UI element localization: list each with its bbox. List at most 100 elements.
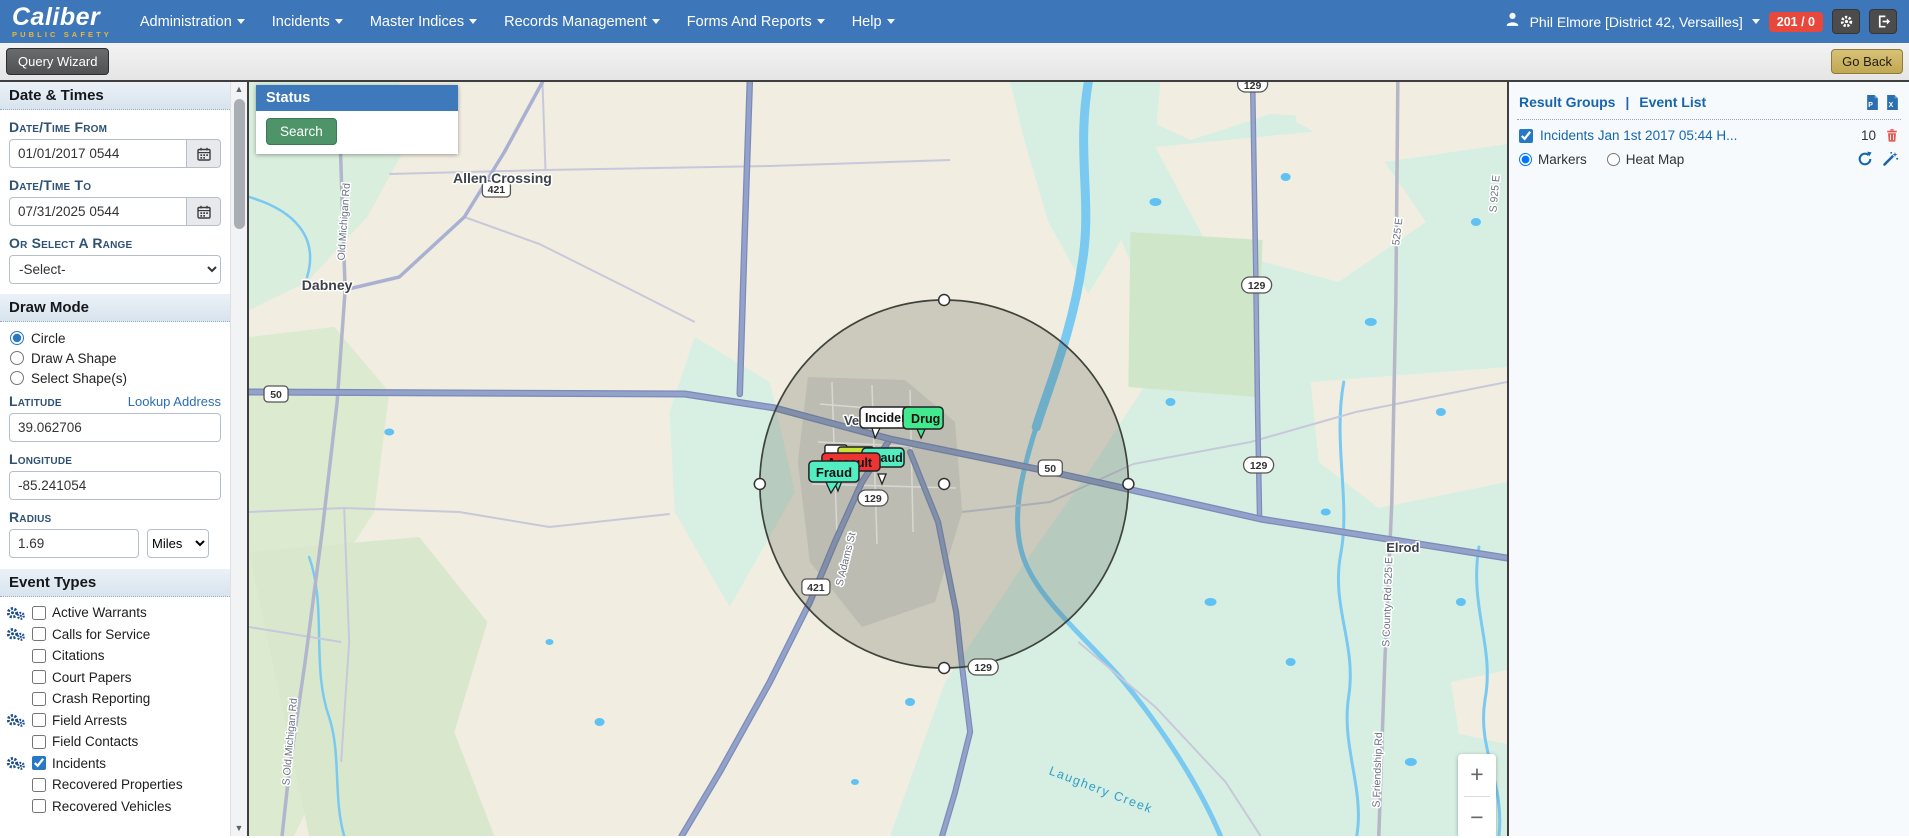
event-type-row: Incidents [0,753,230,775]
event-type-checkbox-field-contacts[interactable] [32,734,46,749]
circle-handle-center[interactable] [937,477,951,491]
latitude-input[interactable] [9,413,221,442]
scrollbar-thumb[interactable] [233,99,245,229]
svg-text:129: 129 [1244,82,1262,92]
menu-forms-and-reports[interactable]: Forms And Reports [687,14,825,30]
tab-event-list[interactable]: Event List [1639,94,1707,110]
zoom-in-button[interactable]: + [1470,761,1484,788]
main-menu: Administration Incidents Master Indices … [140,14,895,30]
go-back-button[interactable]: Go Back [1831,49,1903,74]
event-type-checkbox-field-arrests[interactable] [32,713,46,728]
draw-mode-shape-radio[interactable] [10,351,24,365]
brand-tagline: PUBLIC SAFETY [12,29,112,39]
query-wizard-button[interactable]: Query Wizard [6,48,110,75]
sidebar-scrollbar[interactable]: ▲ ▼ [230,82,247,836]
svg-text:Fraud: Fraud [816,465,852,480]
svg-text:50: 50 [270,389,282,401]
svg-text:129: 129 [1250,460,1268,472]
gear-icon [1840,15,1852,28]
delete-result-button[interactable] [1885,128,1899,143]
marker-incident[interactable]: Incident [859,406,915,440]
scroll-up-arrow[interactable]: ▲ [234,84,244,94]
event-type-row: Active Warrants [0,602,230,624]
longitude-input[interactable] [9,471,221,500]
export-excel-button[interactable]: X [1886,94,1899,110]
marker-cluster[interactable]: Fraud Assault Fraud [808,444,905,495]
configure-gears-icon[interactable] [6,627,25,642]
event-type-checkbox-citations[interactable] [32,648,46,663]
export-pdf-button[interactable]: P [1866,94,1879,110]
date-to-calendar-button[interactable] [187,197,221,226]
event-type-row: Recovered Properties [0,774,230,796]
markers-radio[interactable] [1519,152,1532,166]
event-type-row: Court Papers [0,667,230,689]
draw-mode-circle-radio[interactable] [10,331,24,345]
draw-mode-select-shapes-radio[interactable] [10,371,24,385]
event-type-checkbox-recovered-vehicles[interactable] [32,799,46,814]
event-type-checkbox-court-papers[interactable] [32,670,46,685]
user-icon [1504,11,1521,33]
event-type-checkbox-incidents[interactable] [32,756,46,771]
svg-text:129: 129 [1248,280,1266,292]
range-select[interactable]: -Select- [9,255,221,284]
event-type-row: Recovered Vehicles [0,796,230,818]
draw-mode-select-shapes-option[interactable]: Select Shape(s) [0,368,230,388]
radius-input[interactable] [9,529,139,558]
marker-fraud-front[interactable]: Fraud [808,460,860,495]
route-shield-129: 129 [1242,456,1275,474]
menu-help[interactable]: Help [852,14,895,30]
svg-text:421: 421 [807,582,825,594]
draw-mode-circle-option[interactable]: Circle [0,328,230,348]
circle-resize-handles[interactable] [753,293,1135,675]
menu-administration[interactable]: Administration [140,14,245,30]
notification-badge[interactable]: 201 / 0 [1768,11,1823,32]
chevron-down-icon[interactable] [1751,19,1760,24]
draw-mode-shape-option[interactable]: Draw A Shape [0,348,230,368]
event-type-row: Calls for Service [0,624,230,646]
map-zoom-control: + − [1458,754,1496,836]
caliber-logo[interactable]: Caliber PUBLIC SAFETY [12,4,112,39]
circle-handle-north[interactable] [937,293,951,307]
date-to-input[interactable] [9,197,187,226]
tab-result-groups[interactable]: Result Groups [1519,94,1616,110]
search-button[interactable]: Search [266,118,337,145]
settings-button[interactable] [1832,9,1860,34]
calendar-icon [196,205,211,219]
scroll-down-arrow[interactable]: ▼ [234,823,244,833]
result-group-label[interactable]: Incidents Jan 1st 2017 05:44 H... [1540,128,1738,143]
configure-gears-icon[interactable] [6,713,25,728]
circle-handle-east[interactable] [1122,477,1135,491]
svg-text:525 E: 525 E [1390,217,1405,246]
map-canvas[interactable]: 421 50 50 129 129 129 129 421 129 Old Mi… [247,82,1509,836]
markers-label[interactable]: Markers [1538,151,1587,167]
incident-markers[interactable]: Incident Drug Fraud [808,406,944,495]
result-count: 10 [1860,128,1876,143]
lookup-address-link[interactable]: Lookup Address [127,394,221,409]
circle-handle-west[interactable] [753,477,767,491]
heat-map-radio[interactable] [1606,152,1620,166]
status-panel-title: Status [256,85,458,111]
event-type-checkbox-recovered-properties[interactable] [32,777,46,792]
marker-style-button[interactable] [1882,151,1899,167]
date-from-input[interactable] [9,139,187,168]
logout-button[interactable] [1869,9,1897,34]
minor-roads [249,82,1507,836]
event-type-checkbox-calls-for-service[interactable] [32,627,46,642]
circle-handle-south[interactable] [937,661,951,675]
user-menu[interactable]: Phil Elmore [District 42, Versailles] [1529,13,1743,30]
menu-master-indices[interactable]: Master Indices [370,14,478,30]
heat-map-label[interactable]: Heat Map [1625,151,1685,167]
zoom-out-button[interactable]: − [1470,803,1484,830]
configure-gears-icon[interactable] [6,606,25,620]
event-type-checkbox-active-warrants[interactable] [32,605,46,620]
marker-drug[interactable]: Drug [902,406,944,440]
refresh-results-button[interactable] [1857,151,1873,167]
date-from-calendar-button[interactable] [187,139,221,168]
svg-text:129: 129 [864,493,882,505]
menu-incidents[interactable]: Incidents [272,14,343,30]
radius-unit-select[interactable]: Miles [147,529,209,558]
configure-gears-icon[interactable] [6,756,25,771]
result-group-checkbox[interactable] [1519,128,1533,143]
event-type-checkbox-crash-reporting[interactable] [32,691,46,706]
menu-records-management[interactable]: Records Management [504,14,660,30]
